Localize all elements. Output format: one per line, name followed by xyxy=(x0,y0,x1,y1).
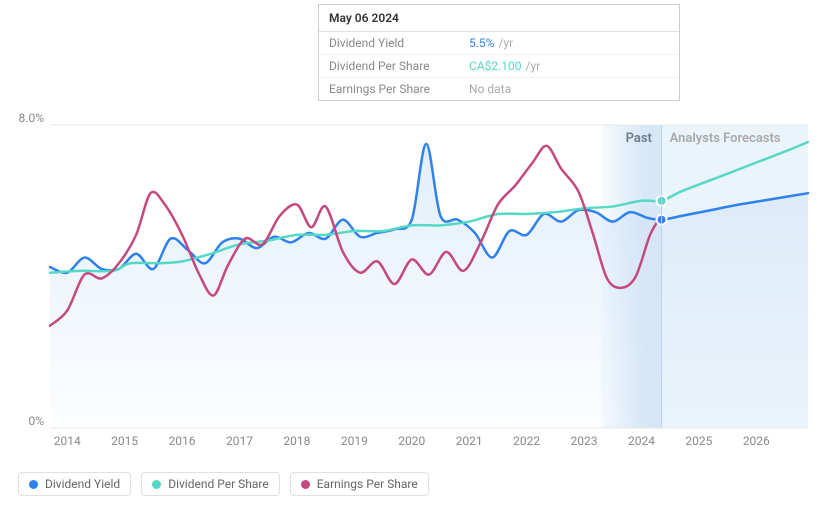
chart-tooltip: May 06 2024 Dividend Yield5.5%/yrDividen… xyxy=(318,4,680,101)
tooltip-row: Earnings Per ShareNo data xyxy=(319,78,679,100)
legend-item-label: Dividend Yield xyxy=(45,477,120,491)
x-axis-tick-label: 2018 xyxy=(277,434,317,448)
legend-item[interactable]: Dividend Yield xyxy=(18,472,131,496)
legend-item-label: Earnings Per Share xyxy=(317,477,418,491)
x-axis-tick-label: 2021 xyxy=(449,434,489,448)
x-axis-tick-label: 2016 xyxy=(162,434,202,448)
tooltip-row-label: Dividend Yield xyxy=(329,36,469,50)
tooltip-row-value: 5.5%/yr xyxy=(469,36,669,50)
x-axis-tick-label: 2026 xyxy=(736,434,776,448)
legend-item[interactable]: Dividend Per Share xyxy=(141,472,280,496)
chart-legend: Dividend Yield Dividend Per Share Earnings… xyxy=(18,472,429,496)
tooltip-row: Dividend Yield5.5%/yr xyxy=(319,32,679,55)
tooltip-row: Dividend Per ShareCA$2.100/yr xyxy=(319,55,679,78)
x-axis-tick-label: 2024 xyxy=(621,434,661,448)
legend-dot-icon xyxy=(29,480,38,489)
legend-dot-icon xyxy=(301,480,310,489)
legend-item[interactable]: Earnings Per Share xyxy=(290,472,429,496)
x-axis-tick-label: 2023 xyxy=(564,434,604,448)
x-axis-tick-label: 2020 xyxy=(392,434,432,448)
dividend-chart: May 06 2024 Dividend Yield5.5%/yrDividen… xyxy=(0,0,821,508)
tooltip-row-value: No data xyxy=(469,82,669,96)
x-axis-tick-label: 2015 xyxy=(105,434,145,448)
x-axis-tick-label: 2019 xyxy=(334,434,374,448)
region-label-past: Past xyxy=(626,131,652,146)
y-axis-tick-label: 8.0% xyxy=(8,111,44,125)
legend-dot-icon xyxy=(152,480,161,489)
x-axis-tick-label: 2025 xyxy=(679,434,719,448)
x-axis-tick-label: 2017 xyxy=(220,434,260,448)
tooltip-row-label: Earnings Per Share xyxy=(329,82,469,96)
tooltip-date: May 06 2024 xyxy=(319,5,679,32)
tooltip-row-value: CA$2.100/yr xyxy=(469,59,669,73)
region-label-forecast: Analysts Forecasts xyxy=(670,131,781,146)
y-axis-tick-label: 0% xyxy=(8,414,44,428)
legend-item-label: Dividend Per Share xyxy=(168,477,269,491)
tooltip-row-label: Dividend Per Share xyxy=(329,59,469,73)
x-axis-tick-label: 2014 xyxy=(47,434,87,448)
x-axis-tick-label: 2022 xyxy=(507,434,547,448)
